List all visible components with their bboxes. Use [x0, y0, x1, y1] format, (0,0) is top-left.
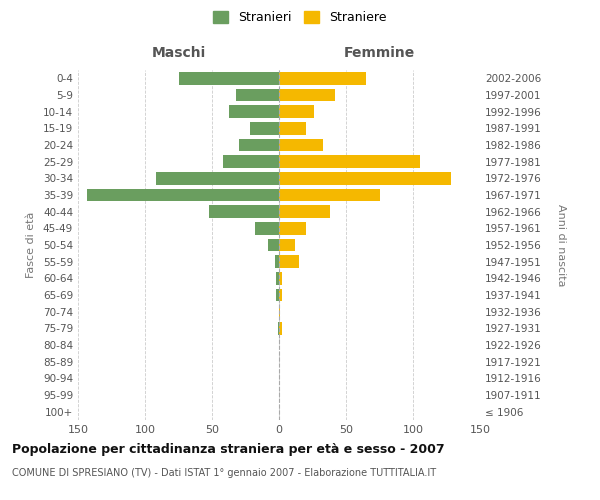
Bar	[279, 172, 451, 184]
Bar	[279, 289, 281, 301]
Bar	[209, 206, 279, 218]
Text: Femmine: Femmine	[344, 46, 415, 60]
Bar	[275, 256, 279, 268]
Bar	[279, 206, 330, 218]
Bar	[268, 239, 279, 251]
Bar	[279, 122, 306, 134]
Bar	[236, 89, 279, 101]
Y-axis label: Anni di nascita: Anni di nascita	[556, 204, 566, 286]
Text: Popolazione per cittadinanza straniera per età e sesso - 2007: Popolazione per cittadinanza straniera p…	[12, 442, 445, 456]
Bar	[156, 172, 279, 184]
Bar	[279, 138, 323, 151]
Bar	[279, 188, 380, 201]
Bar	[278, 322, 279, 334]
Bar	[279, 256, 299, 268]
Bar	[239, 138, 279, 151]
Bar	[250, 122, 279, 134]
Bar	[279, 89, 335, 101]
Text: Maschi: Maschi	[151, 46, 206, 60]
Y-axis label: Fasce di età: Fasce di età	[26, 212, 36, 278]
Bar	[88, 188, 279, 201]
Bar	[279, 72, 366, 85]
Bar	[279, 239, 295, 251]
Bar	[279, 222, 306, 234]
Bar	[229, 106, 279, 118]
Text: COMUNE DI SPRESIANO (TV) - Dati ISTAT 1° gennaio 2007 - Elaborazione TUTTITALIA.: COMUNE DI SPRESIANO (TV) - Dati ISTAT 1°…	[12, 468, 436, 477]
Bar	[279, 306, 280, 318]
Bar	[255, 222, 279, 234]
Bar	[179, 72, 279, 85]
Bar	[279, 322, 281, 334]
Bar	[223, 156, 279, 168]
Bar	[279, 106, 314, 118]
Bar	[277, 272, 279, 284]
Bar	[279, 272, 281, 284]
Bar	[277, 289, 279, 301]
Bar	[279, 156, 420, 168]
Legend: Stranieri, Straniere: Stranieri, Straniere	[208, 6, 392, 29]
